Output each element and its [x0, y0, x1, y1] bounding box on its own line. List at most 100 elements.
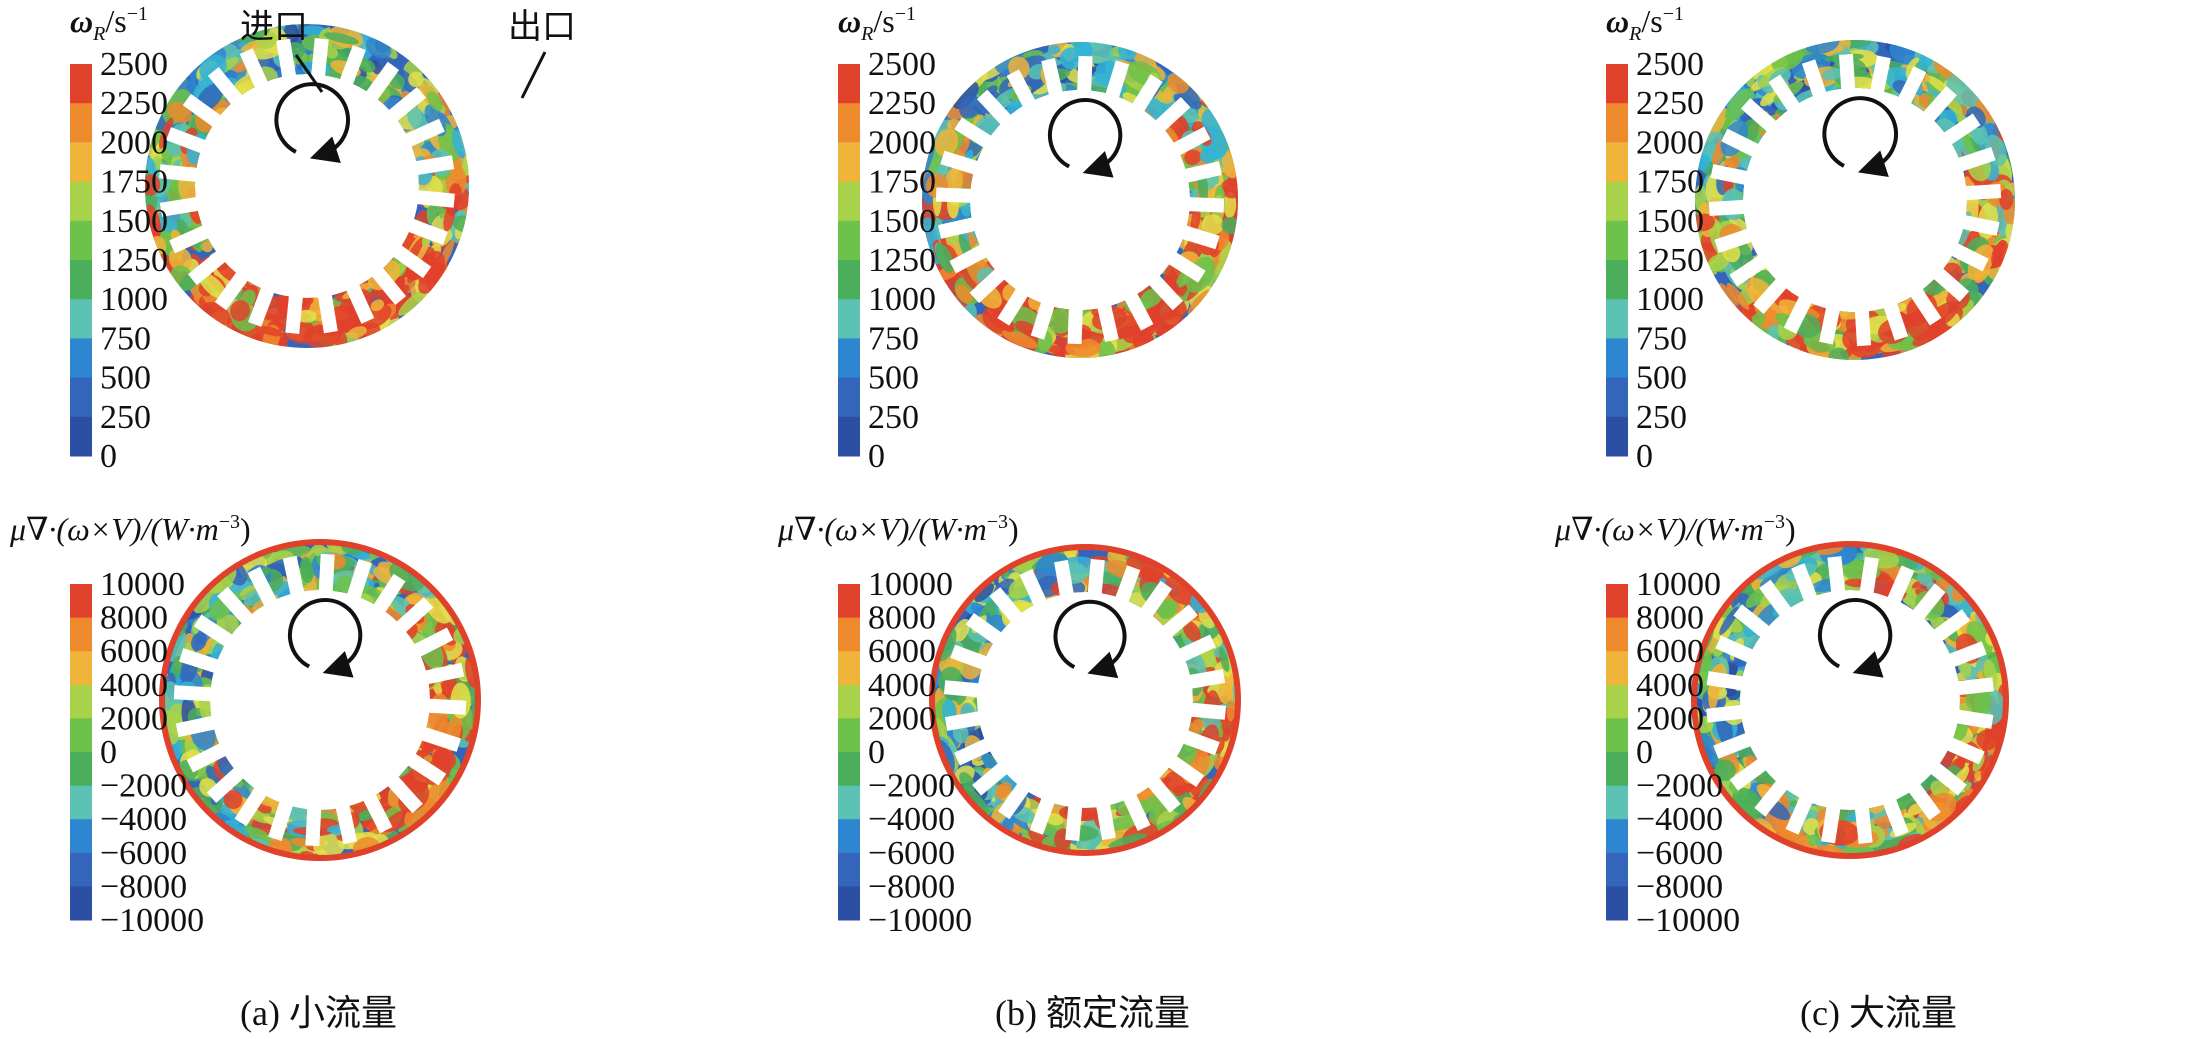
impeller-blade	[989, 587, 1025, 626]
impeller-blade	[1019, 569, 1049, 610]
inlet-label: 进口	[240, 9, 308, 46]
impeller-blade	[1169, 126, 1211, 158]
impeller-blade	[404, 217, 448, 245]
impeller-blade	[1067, 304, 1083, 345]
legend-swatch	[838, 64, 860, 104]
legend-swatch	[70, 886, 92, 921]
impeller-blade	[401, 118, 445, 149]
text-layer: ωR/s−1 ωR/s−1 ωR/s−1 μ∇·(ω×V)/(W·m−3) μ∇…	[9, 3, 1957, 1033]
impeller-blade	[1710, 164, 1752, 186]
impeller-blade	[1146, 272, 1183, 311]
legend-swatch	[1606, 852, 1628, 887]
impeller-blade	[1184, 197, 1225, 213]
legend-tick-label: 1250	[868, 242, 936, 279]
impeller-blade	[1114, 565, 1141, 606]
legend-tick-label: 1750	[100, 164, 168, 201]
impeller-blade	[1753, 275, 1790, 315]
impeller-blade	[938, 216, 980, 239]
impeller-blade	[1791, 563, 1819, 605]
impeller-blade	[1945, 641, 1987, 669]
bottom-legend-1: 1000080006000400020000−2000−4000−6000−80…	[838, 566, 972, 939]
impeller-blade	[969, 266, 1008, 303]
impeller-ring-3	[160, 540, 480, 860]
legend-swatch	[70, 684, 92, 719]
legend-tick-label: 750	[868, 320, 919, 357]
rotation-arrow-icon	[1817, 598, 1893, 678]
impeller-blade	[1185, 669, 1226, 690]
legend-tick-label: 750	[100, 320, 151, 357]
legend-swatch	[70, 181, 92, 222]
impeller-blade	[1785, 793, 1815, 835]
impeller-blade	[169, 223, 213, 254]
impeller-blade	[186, 741, 230, 773]
impeller-blade	[949, 242, 991, 274]
legend-tick-label: 1500	[868, 203, 936, 240]
impeller-blade	[404, 751, 447, 786]
legend-swatch	[838, 886, 860, 921]
legend-swatch	[1606, 416, 1628, 457]
legend-tick-label: 1500	[100, 203, 168, 240]
impeller-blade	[305, 804, 322, 847]
caption-b: (b) 额定流量	[995, 993, 1190, 1033]
legend-tick-label: 10000	[1636, 566, 1721, 603]
impeller-blade	[385, 773, 423, 814]
legend-tick-label: 500	[868, 360, 919, 397]
legend-tick-label: 2250	[100, 85, 168, 122]
impeller-blade	[1885, 565, 1915, 607]
impeller-blade	[385, 86, 427, 124]
legend-swatch	[838, 260, 860, 300]
legend-swatch	[838, 819, 860, 854]
impeller-blade	[1930, 265, 1970, 302]
legend-tick-label: 250	[1636, 399, 1687, 436]
impeller-blade	[1869, 55, 1891, 97]
legend-swatch	[1606, 617, 1628, 652]
impeller-ring-0	[145, 24, 469, 348]
impeller-blade	[1715, 635, 1757, 665]
impeller-blade	[207, 66, 245, 108]
legend-tick-label: 2500	[1636, 46, 1704, 83]
outlet-label: 出口	[508, 8, 576, 46]
legend-swatch	[70, 617, 92, 652]
top-legend-title-b: ωR/s−1	[838, 3, 916, 45]
impeller-blade	[1940, 113, 1981, 147]
impeller-blade	[1159, 604, 1198, 640]
impeller-blade	[276, 38, 297, 82]
impeller-blade	[282, 555, 306, 599]
legend-swatch	[70, 416, 92, 457]
legend-tick-label: 2000	[1636, 700, 1704, 737]
impeller-blade	[1906, 780, 1941, 821]
impeller-blade	[310, 38, 329, 81]
impeller-blade	[1180, 161, 1222, 184]
legend-swatch	[1606, 651, 1628, 686]
legend-tick-label: 6000	[1636, 633, 1704, 670]
impeller-blade	[344, 280, 375, 324]
impeller-blade	[1029, 794, 1056, 835]
impeller-blade	[1961, 183, 2002, 201]
impeller-blade	[166, 127, 210, 155]
legend-tick-label: −10000	[1636, 902, 1740, 939]
legend-tick-label: 1750	[1636, 164, 1704, 201]
top-legend-title-c: ωR/s−1	[1606, 3, 1684, 45]
impeller-blade	[1729, 756, 1770, 791]
legend-tick-label: −2000	[868, 768, 955, 805]
impeller-blade	[1952, 709, 1994, 729]
legend-swatch	[838, 220, 860, 261]
legend-swatch	[70, 852, 92, 887]
legend-tick-label: 6000	[100, 633, 168, 670]
impeller-blade	[1721, 128, 1763, 159]
impeller-blade	[1927, 760, 1967, 796]
impeller-blade	[954, 736, 995, 766]
impeller-blade	[1178, 224, 1220, 250]
impeller-blade	[1006, 69, 1038, 111]
legend-tick-label: 4000	[100, 667, 168, 704]
impeller-blade	[1030, 298, 1056, 340]
impeller-blade	[972, 760, 1011, 796]
rotation-arrow-icon	[1047, 98, 1123, 178]
impeller-blade	[1104, 60, 1130, 102]
legend-swatch	[1606, 220, 1628, 261]
legend-swatch	[838, 651, 860, 686]
impeller-blade	[361, 790, 393, 834]
legend-swatch	[838, 377, 860, 418]
